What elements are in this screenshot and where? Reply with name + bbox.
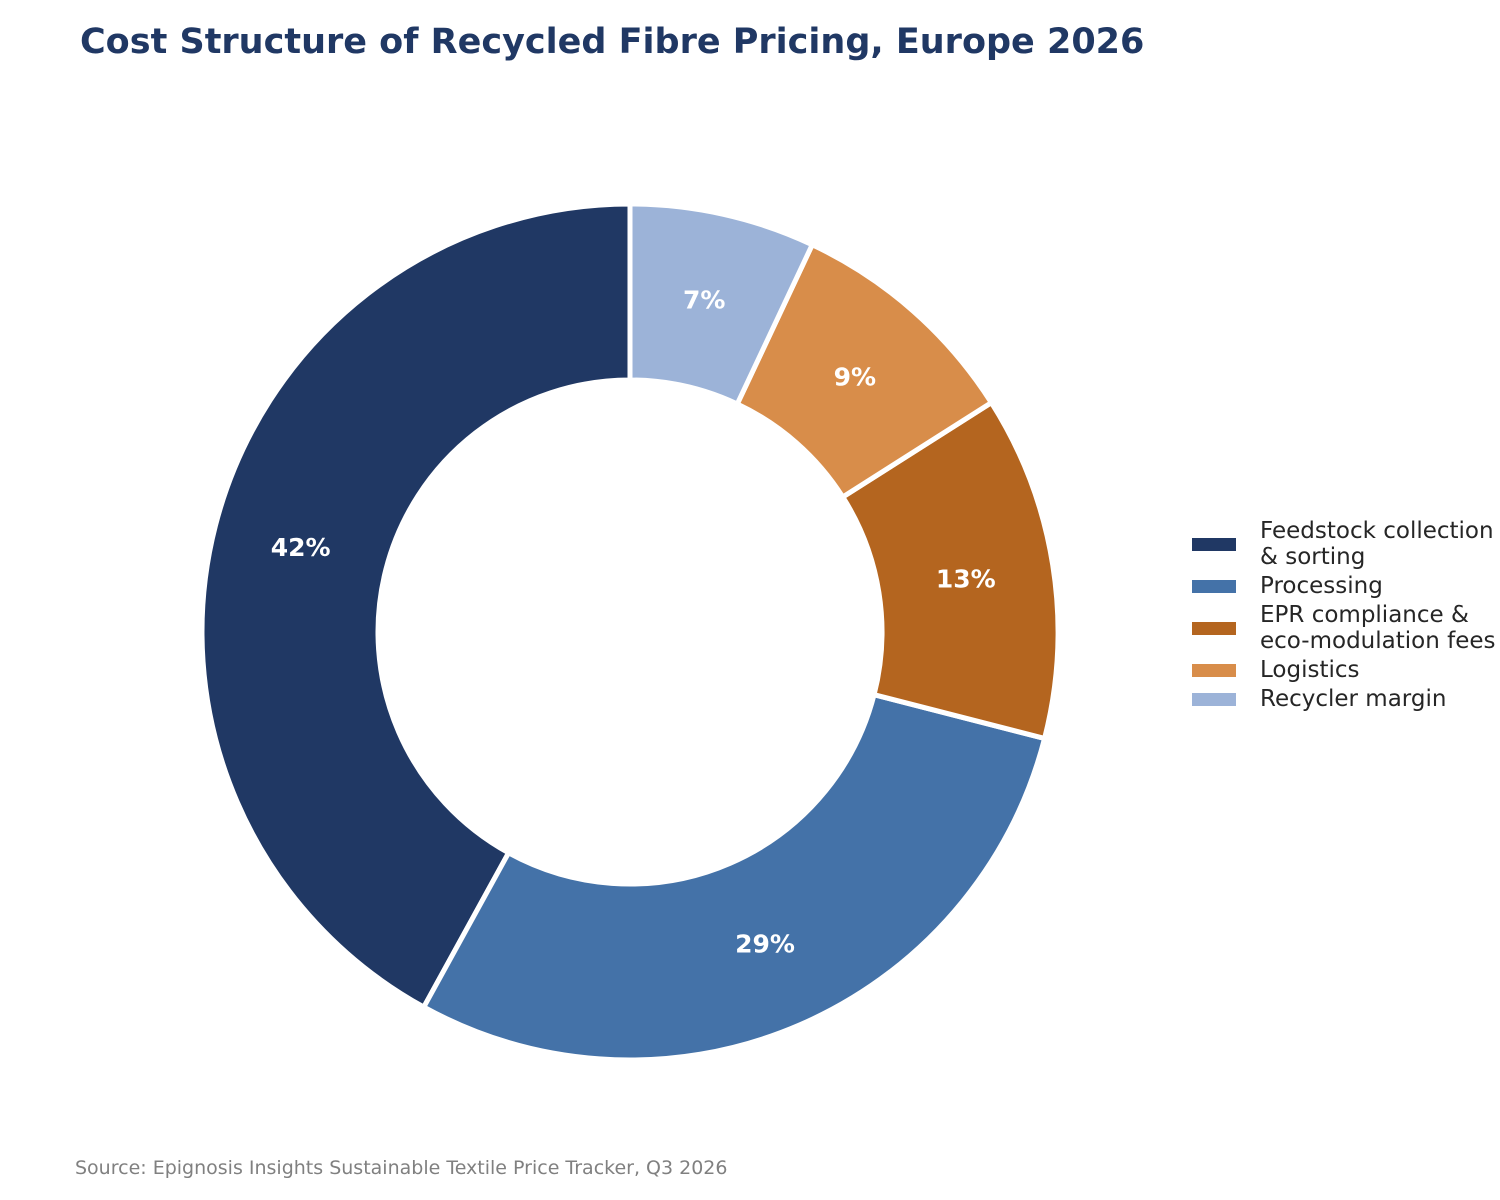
slice-feedstock-collection-sorting bbox=[199, 201, 633, 1010]
legend-label: Processing bbox=[1260, 573, 1383, 599]
legend-item-epr-compliance-eco-modulation-fees: EPR compliance & eco-modulation fees bbox=[1192, 602, 1500, 654]
chart-title: Cost Structure of Recycled Fibre Pricing… bbox=[80, 22, 1145, 62]
slice-label-epr-compliance-eco-modulation-fees: 13% bbox=[936, 564, 996, 593]
legend-item-recycler-margin: Recycler margin bbox=[1192, 686, 1500, 712]
legend-swatch bbox=[1192, 692, 1236, 706]
legend-label: EPR compliance & eco-modulation fees bbox=[1260, 602, 1496, 654]
legend-item-feedstock-collection-sorting: Feedstock collection & sorting bbox=[1192, 518, 1500, 570]
slice-epr-compliance-eco-modulation-fees bbox=[840, 400, 1061, 741]
slice-label-logistics: 9% bbox=[834, 362, 876, 391]
slice-label-processing: 29% bbox=[735, 930, 795, 959]
legend-swatch bbox=[1192, 621, 1236, 635]
donut-slices bbox=[199, 201, 1061, 1063]
legend-label: Recycler margin bbox=[1260, 686, 1447, 712]
legend: Feedstock collection & sorting Processing… bbox=[1192, 518, 1500, 715]
legend-label: Logistics bbox=[1260, 657, 1360, 683]
legend-swatch bbox=[1192, 579, 1236, 593]
slice-label-recycler-margin: 7% bbox=[683, 286, 725, 315]
legend-swatch bbox=[1192, 537, 1236, 551]
legend-item-processing: Processing bbox=[1192, 573, 1500, 599]
slice-processing bbox=[421, 692, 1048, 1063]
legend-swatch bbox=[1192, 663, 1236, 677]
legend-item-logistics: Logistics bbox=[1192, 657, 1500, 683]
slice-label-feedstock-collection-sorting: 42% bbox=[271, 533, 331, 562]
legend-label: Feedstock collection & sorting bbox=[1260, 518, 1494, 570]
source-note: Source: Epignosis Insights Sustainable T… bbox=[75, 1157, 728, 1179]
slice-recycler-margin bbox=[627, 201, 815, 407]
slice-labels: 42% 29% 13% 9% 7% bbox=[271, 286, 996, 959]
